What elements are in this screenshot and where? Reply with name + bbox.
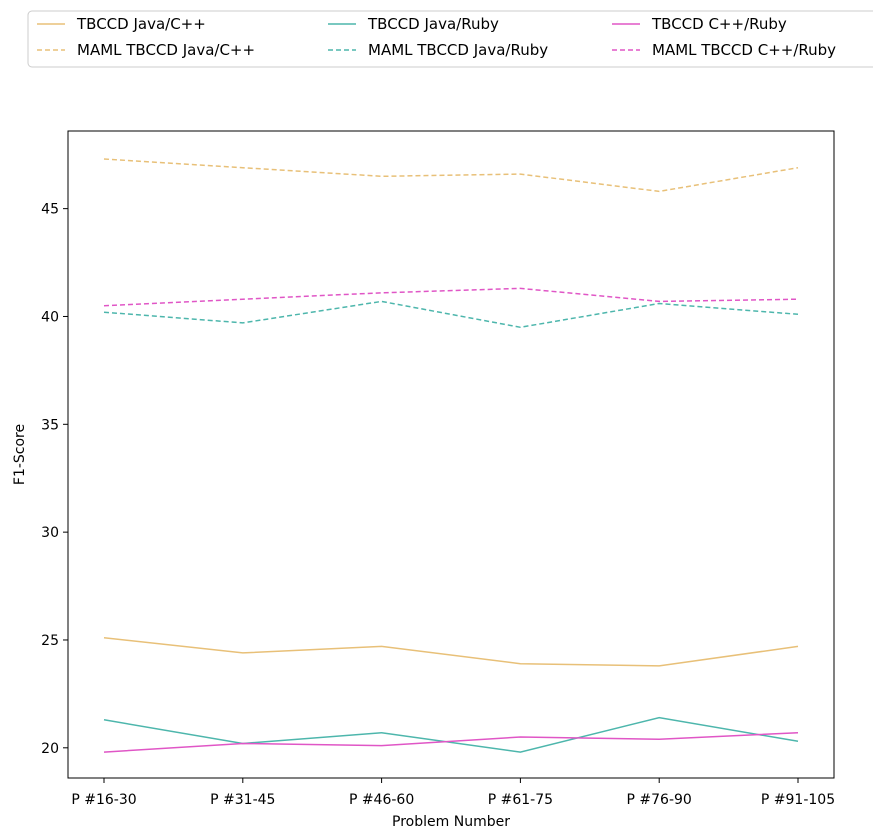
x-tick-label: P #76-90 (627, 792, 692, 808)
series-line (103, 300, 799, 329)
legend: TBCCD Java/C++ TBCCD Java/Ruby TBCCD C++/R… (27, 10, 873, 68)
x-tick-label: P #61-75 (488, 792, 553, 808)
x-tick-label: P #46-60 (349, 792, 414, 808)
x-tick-label: P #16-30 (71, 792, 136, 808)
legend-entry: MAML TBCCD Java/Ruby (368, 41, 548, 59)
legend-entry: MAML TBCCD Java/C++ (77, 41, 255, 59)
y-tick-label: 40 (41, 309, 59, 325)
y-tick-label: 25 (41, 633, 59, 649)
y-tick-label: 20 (41, 741, 59, 757)
series-line (103, 731, 799, 753)
legend-entry: MAML TBCCD C++/Ruby (652, 41, 836, 59)
legend-entry: TBCCD C++/Ruby (651, 15, 787, 33)
legend-frame (27, 10, 873, 68)
y-axis-label: F1-Score (12, 424, 28, 485)
series-line (103, 637, 799, 667)
series-line (103, 158, 799, 193)
plot-area (67, 130, 835, 779)
x-tick-label: P #91-105 (761, 792, 835, 808)
legend-entry: TBCCD Java/C++ (76, 15, 206, 33)
y-axis: 20 25 30 35 40 45 (41, 202, 68, 757)
x-tick-label: P #31-45 (210, 792, 275, 808)
x-axis-label: Problem Number (392, 814, 510, 828)
legend-entry: TBCCD Java/Ruby (367, 15, 499, 33)
x-axis: P #16-30 P #31-45 P #46-60 P #61-75 P #76-90… (71, 778, 835, 808)
series-line (103, 716, 799, 753)
y-tick-label: 35 (41, 417, 59, 433)
series-lines (103, 158, 799, 753)
series-line (103, 287, 799, 307)
y-tick-label: 45 (41, 202, 59, 218)
y-tick-label: 30 (41, 525, 59, 541)
